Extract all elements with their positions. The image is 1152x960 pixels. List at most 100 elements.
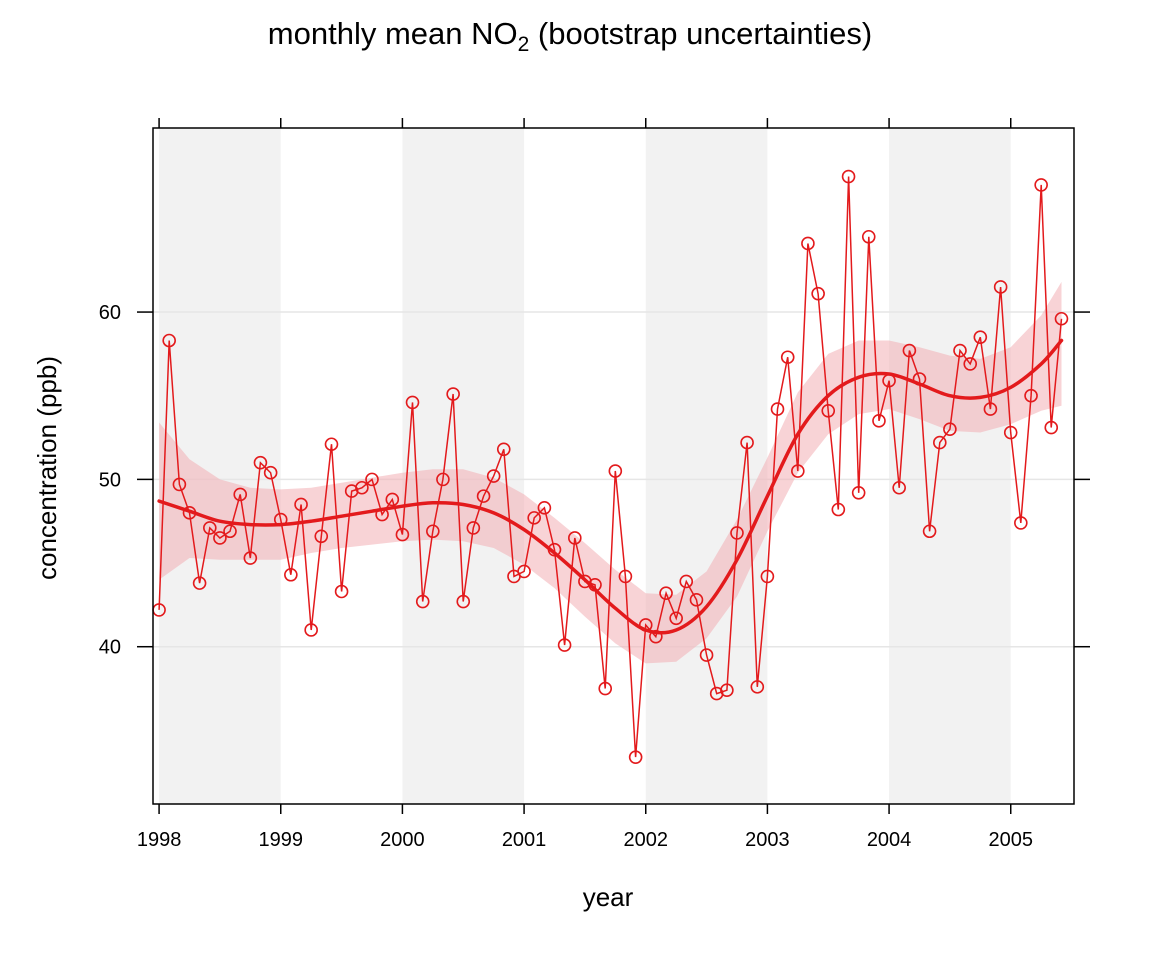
data-point bbox=[355, 480, 369, 495]
data-point bbox=[456, 594, 471, 609]
data-point bbox=[780, 350, 795, 365]
data-point bbox=[284, 567, 298, 582]
x-tick-label: 1999 bbox=[258, 829, 303, 851]
data-point bbox=[831, 502, 846, 517]
data-point bbox=[415, 594, 430, 609]
year-shading-band bbox=[889, 128, 1011, 804]
data-point bbox=[263, 465, 278, 480]
data-point bbox=[1014, 516, 1028, 530]
chart-title-suffix: (bootstrap uncertainties) bbox=[529, 16, 872, 51]
x-tick-label: 2002 bbox=[623, 829, 668, 851]
data-point bbox=[1054, 311, 1069, 326]
data-point bbox=[203, 521, 217, 535]
smooth-trend-line bbox=[157, 338, 1064, 635]
data-point bbox=[689, 593, 704, 607]
data-point bbox=[811, 286, 825, 301]
data-point bbox=[922, 524, 937, 539]
data-point bbox=[882, 373, 896, 388]
data-point bbox=[375, 507, 389, 522]
data-point bbox=[750, 680, 765, 694]
data-point bbox=[608, 464, 623, 478]
data-point bbox=[953, 343, 967, 358]
data-point bbox=[821, 403, 836, 418]
data-point bbox=[304, 623, 318, 637]
chart-title: monthly mean NO2 (bootstrap uncertaintie… bbox=[268, 16, 872, 56]
data-point bbox=[476, 489, 491, 503]
data-point bbox=[324, 437, 339, 452]
data-point bbox=[720, 683, 734, 698]
data-point bbox=[334, 584, 349, 599]
chart-title-prefix: monthly mean NO bbox=[268, 16, 518, 51]
data-point bbox=[730, 526, 744, 540]
data-point bbox=[1034, 178, 1048, 192]
data-point bbox=[638, 618, 653, 632]
data-point bbox=[557, 638, 572, 652]
data-point bbox=[182, 506, 197, 520]
data-point bbox=[192, 576, 207, 590]
data-point bbox=[172, 477, 187, 492]
data-point bbox=[446, 387, 460, 401]
x-axis-label: year bbox=[583, 882, 634, 912]
data-point bbox=[851, 485, 866, 500]
data-point bbox=[365, 472, 379, 487]
data-point bbox=[983, 402, 998, 416]
plot-frame bbox=[152, 127, 1075, 805]
year-shading-band bbox=[402, 128, 525, 804]
data-point bbox=[912, 372, 927, 386]
data-point bbox=[314, 529, 329, 544]
data-point bbox=[588, 578, 602, 592]
data-point bbox=[385, 492, 400, 507]
plot-area: 1998 1999 2000 2001 2002 2003 2004 2005 40 50 60 bbox=[99, 118, 1090, 851]
data-point bbox=[770, 402, 785, 416]
data-point bbox=[740, 435, 754, 450]
data-point bbox=[537, 501, 552, 515]
data-point bbox=[1003, 425, 1018, 440]
data-point bbox=[973, 330, 988, 344]
data-point bbox=[243, 551, 258, 565]
data-point bbox=[273, 512, 288, 527]
data-point bbox=[933, 435, 947, 450]
monthly-series-line bbox=[158, 176, 1063, 758]
data-point bbox=[649, 629, 663, 644]
data-point bbox=[568, 531, 582, 545]
y-tick-label: 50 bbox=[99, 469, 121, 491]
y-axis-label: concentration (ppb) bbox=[32, 356, 62, 580]
data-point bbox=[162, 333, 176, 348]
data-point bbox=[659, 586, 673, 600]
data-point bbox=[223, 524, 237, 539]
data-point bbox=[598, 681, 613, 696]
y-tick-label: 40 bbox=[99, 637, 121, 659]
data-point bbox=[861, 229, 876, 244]
data-point bbox=[294, 497, 308, 512]
data-point bbox=[618, 569, 633, 584]
data-point bbox=[760, 569, 775, 584]
data-point bbox=[496, 442, 511, 457]
data-point bbox=[436, 472, 450, 487]
data-point bbox=[517, 564, 531, 579]
data-point bbox=[1044, 420, 1059, 435]
data-point bbox=[233, 487, 248, 502]
data-point bbox=[628, 750, 643, 764]
x-tick-label: 2003 bbox=[745, 829, 790, 851]
x-tick-label: 2005 bbox=[988, 829, 1033, 851]
data-point bbox=[486, 469, 501, 483]
data-point bbox=[395, 527, 410, 542]
x-tick-label: 1998 bbox=[137, 829, 182, 851]
data-point bbox=[466, 521, 481, 535]
data-point bbox=[892, 480, 906, 495]
data-point bbox=[426, 524, 440, 539]
data-point bbox=[872, 414, 886, 428]
data-point bbox=[679, 574, 694, 589]
data-point bbox=[993, 280, 1008, 294]
year-shading-band bbox=[645, 128, 768, 804]
data-point bbox=[902, 343, 917, 358]
confidence-band bbox=[159, 281, 1062, 664]
data-point bbox=[405, 395, 420, 410]
x-tick-label: 2004 bbox=[867, 829, 912, 851]
x-tick-label: 2000 bbox=[380, 829, 425, 851]
data-point bbox=[253, 455, 268, 470]
x-tick-label: 2001 bbox=[502, 829, 547, 851]
data-point bbox=[791, 464, 805, 478]
